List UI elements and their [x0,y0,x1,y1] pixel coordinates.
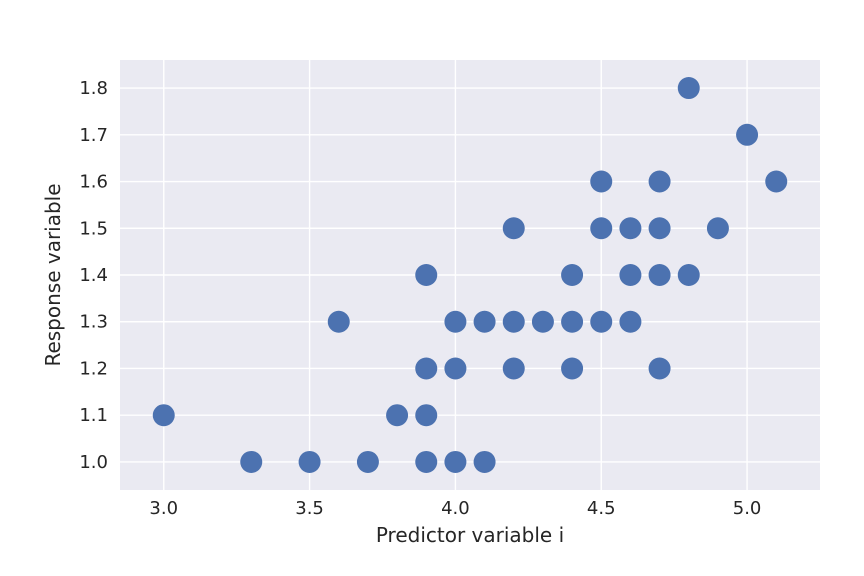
data-point [299,451,321,473]
y-tick-label: 1.4 [79,265,108,286]
data-point [649,264,671,286]
data-point [444,357,466,379]
data-point [590,171,612,193]
data-point [736,124,758,146]
x-axis-label: Predictor variable i [376,523,564,547]
data-point [707,217,729,239]
x-tick-label: 3.0 [149,498,178,519]
data-point [240,451,262,473]
data-point [503,311,525,333]
y-tick-label: 1.0 [79,452,108,473]
data-point [590,217,612,239]
y-tick-label: 1.3 [79,312,108,333]
data-point [590,311,612,333]
data-point [561,357,583,379]
data-point [765,171,787,193]
y-tick-label: 1.2 [79,358,108,379]
data-point [444,451,466,473]
y-tick-label: 1.5 [79,218,108,239]
data-point [532,311,554,333]
data-point [357,451,379,473]
data-point [415,264,437,286]
data-point [619,217,641,239]
data-point [503,217,525,239]
data-point [678,77,700,99]
x-tick-label: 4.5 [587,498,616,519]
y-tick-label: 1.8 [79,78,108,99]
y-tick-label: 1.6 [79,172,108,193]
data-point [649,171,671,193]
y-tick-label: 1.7 [79,125,108,146]
y-tick-label: 1.1 [79,405,108,426]
data-point [561,264,583,286]
data-point [503,357,525,379]
data-point [561,311,583,333]
data-point [649,357,671,379]
chart-svg: 3.0 3.5 4.0 4.5 5.0 1.0 1.1 1.2 1.3 1.4 1.5 1.6 1.7 1… [0,0,864,576]
data-point [474,311,496,333]
data-point [328,311,350,333]
data-point [415,404,437,426]
x-tick-label: 4.0 [441,498,470,519]
data-point [619,264,641,286]
data-point [678,264,700,286]
data-point [474,451,496,473]
scatter-chart: 3.0 3.5 4.0 4.5 5.0 1.0 1.1 1.2 1.3 1.4 1.5 1.6 1.7 1… [0,0,864,576]
x-tick-label: 5.0 [733,498,762,519]
data-point [619,311,641,333]
x-tick-label: 3.5 [295,498,324,519]
data-point [444,311,466,333]
data-point [415,357,437,379]
data-point [415,451,437,473]
data-point [649,217,671,239]
data-point [153,404,175,426]
y-axis-label: Response variable [41,183,65,366]
data-point [386,404,408,426]
